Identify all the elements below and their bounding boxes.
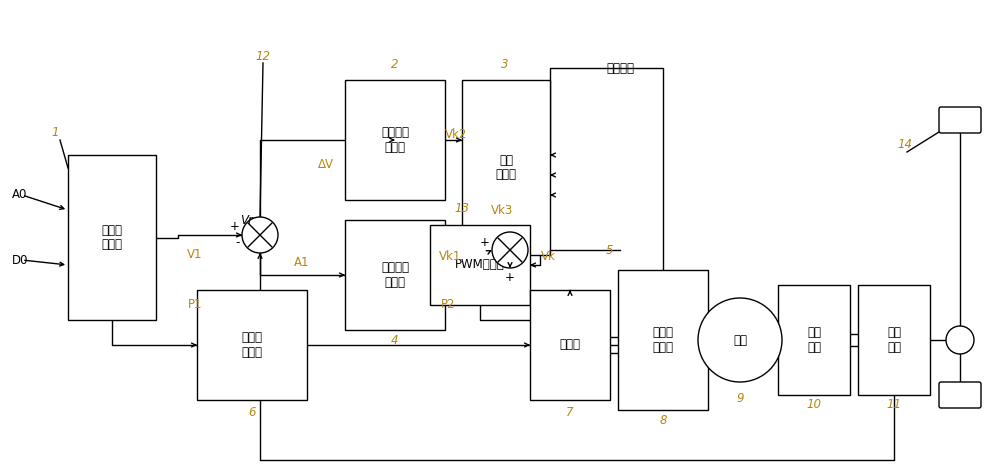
- Text: -: -: [236, 236, 240, 250]
- Text: 4: 4: [391, 334, 399, 346]
- Circle shape: [946, 326, 974, 354]
- Text: A0: A0: [12, 188, 28, 202]
- Text: 6: 6: [248, 405, 256, 419]
- Text: 电流检
测装置: 电流检 测装置: [652, 326, 674, 354]
- Text: 第二速度
控制器: 第二速度 控制器: [381, 126, 409, 154]
- Text: 14: 14: [898, 138, 912, 152]
- Text: 8: 8: [659, 413, 667, 427]
- Bar: [430, 225, 530, 305]
- Bar: [618, 270, 708, 410]
- FancyBboxPatch shape: [939, 107, 981, 133]
- Text: P1: P1: [188, 298, 202, 312]
- Text: A1: A1: [294, 256, 310, 270]
- Text: 5: 5: [606, 244, 614, 256]
- Text: +: +: [480, 236, 490, 248]
- Text: 11: 11: [887, 398, 902, 412]
- Bar: [778, 285, 850, 395]
- Text: PWM生成器: PWM生成器: [455, 259, 505, 271]
- Text: V1: V1: [187, 248, 203, 261]
- Text: 直流供
电电源: 直流供 电电源: [242, 331, 262, 359]
- Text: 13: 13: [454, 202, 470, 214]
- Circle shape: [698, 298, 782, 382]
- Text: 测速
装置: 测速 装置: [887, 326, 901, 354]
- Bar: [462, 80, 550, 255]
- Text: +: +: [230, 220, 240, 234]
- Text: Vk2: Vk2: [445, 128, 467, 142]
- Text: 第一速度
控制器: 第一速度 控制器: [381, 261, 409, 289]
- Text: 传动
装置: 传动 装置: [807, 326, 821, 354]
- Text: 3: 3: [501, 59, 509, 71]
- Text: 2: 2: [391, 59, 399, 71]
- Text: Vk3: Vk3: [491, 203, 513, 217]
- Text: D0: D0: [12, 253, 28, 267]
- Text: Vk1: Vk1: [439, 251, 461, 263]
- Text: 电流
控制器: 电流 控制器: [496, 153, 516, 182]
- Text: 信号转
换模块: 信号转 换模块: [102, 224, 122, 252]
- Text: 7: 7: [566, 405, 574, 419]
- Text: +: +: [505, 271, 515, 284]
- Text: 10: 10: [806, 398, 822, 412]
- Bar: [197, 290, 307, 400]
- Text: P2: P2: [441, 298, 455, 312]
- Text: 逆变器: 逆变器: [560, 338, 580, 352]
- Text: 9: 9: [736, 391, 744, 405]
- Circle shape: [492, 232, 528, 268]
- Bar: [858, 285, 930, 395]
- Text: 1: 1: [51, 126, 59, 140]
- Text: ΔV: ΔV: [318, 159, 334, 171]
- Text: 电流信号: 电流信号: [606, 61, 634, 75]
- Bar: [68, 155, 156, 320]
- Text: Vr: Vr: [241, 213, 253, 227]
- Text: Vk: Vk: [541, 251, 555, 263]
- Bar: [530, 290, 610, 400]
- Text: 12: 12: [256, 50, 270, 62]
- Bar: [345, 80, 445, 200]
- Circle shape: [242, 217, 278, 253]
- FancyBboxPatch shape: [939, 382, 981, 408]
- Bar: [345, 220, 445, 330]
- Text: 电机: 电机: [733, 334, 747, 346]
